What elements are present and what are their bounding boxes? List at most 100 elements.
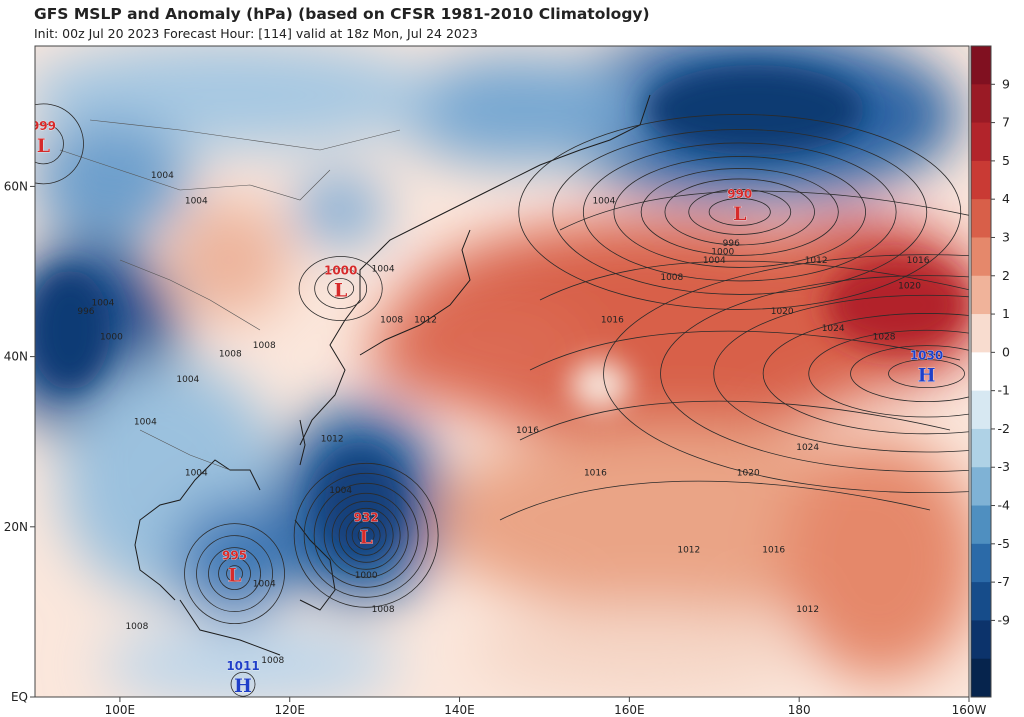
- map-title: GFS MSLP and Anomaly (hPa) (based on CFS…: [34, 5, 650, 23]
- lon-tick-label: 100E: [105, 703, 136, 717]
- isobar: [499, 480, 931, 521]
- lat-tick-label: 40N: [4, 350, 28, 364]
- colorbar-tick-label: -1: [998, 383, 1010, 398]
- isobar-label: 1008: [125, 622, 148, 632]
- isobar: [850, 345, 969, 403]
- low-pressure-center: 995 L: [222, 548, 248, 587]
- low-pressure-center: 999 L: [31, 119, 56, 158]
- pressure-symbol: L: [37, 135, 50, 157]
- lon-tick-label: 120E: [274, 703, 305, 717]
- isobar: [196, 535, 273, 613]
- isobar-label: 1028: [873, 333, 896, 343]
- isobar-label: 1012: [321, 435, 344, 445]
- colorbar-tick-label: -7: [998, 574, 1010, 589]
- isobar-label: 1008: [372, 605, 395, 615]
- isobar-label: 1004: [91, 299, 114, 309]
- isobar: [640, 168, 839, 256]
- isobar-label: 1004: [592, 196, 615, 206]
- isobar: [660, 275, 969, 472]
- colorbar-tick-label: 4: [1002, 191, 1010, 206]
- pressure-value: 1030: [910, 349, 943, 363]
- isobar-label: 996: [77, 307, 94, 317]
- anomaly-cores: [35, 65, 965, 560]
- isobar-label: 1008: [380, 316, 403, 326]
- colorbar-swatch: [971, 620, 991, 660]
- isobar-label: 1008: [219, 350, 242, 360]
- colorbar-tick-label: 3: [1002, 229, 1010, 244]
- isobar-label: 1016: [516, 426, 539, 436]
- colorbar-tick-label: 0: [1002, 344, 1010, 359]
- longitude-axis: 100E 120E 140E 160E 180 160W: [105, 697, 987, 717]
- colorbar-swatch: [971, 199, 991, 238]
- isobar: [539, 260, 969, 301]
- lon-tick-label: 140E: [444, 703, 475, 717]
- pressure-symbol: L: [228, 565, 241, 587]
- isobars: [35, 103, 969, 697]
- isobar-label: 1012: [796, 605, 819, 615]
- colorbar-swatch: [971, 582, 991, 621]
- isobar-label: 1004: [185, 469, 208, 479]
- isobar-label: 1020: [898, 282, 921, 292]
- colorbar-swatch: [971, 352, 991, 392]
- isobar: [519, 400, 951, 441]
- pressure-value: 999: [31, 119, 56, 133]
- isobar-label: 1008: [660, 273, 683, 283]
- colorbar-frame: [970, 45, 992, 698]
- isobar-label: 1012: [414, 316, 437, 326]
- low-pressure-center: 932 L: [353, 510, 379, 549]
- isobar: [357, 526, 375, 544]
- isobar-label: 1004: [134, 418, 157, 428]
- borders: [59, 119, 401, 471]
- colorbar-tick-label: -4: [998, 498, 1011, 513]
- pressure-value: 1011: [226, 659, 259, 673]
- isobar-label: 1008: [253, 341, 276, 351]
- colorbar-swatch: [971, 390, 991, 430]
- pressure-value: 990: [727, 187, 752, 201]
- isobar: [184, 523, 285, 625]
- isobar: [313, 482, 419, 588]
- pressure-centers: 999 L 990 L 1000 L 932 L 995 L 1030 H 1011 H: [31, 119, 944, 697]
- isobar-label: 1012: [805, 256, 828, 266]
- lat-tick-label: EQ: [11, 690, 28, 704]
- map-subtitle: Init: 00z Jul 20 2023 Forecast Hour: [11…: [34, 26, 478, 41]
- colorbar-swatch: [971, 505, 991, 545]
- colorbar-tick-label: -2: [998, 421, 1010, 436]
- colorbar-swatch: [971, 84, 991, 124]
- isobar: [314, 268, 368, 309]
- isobar-label: 1004: [185, 196, 208, 206]
- colorbar-swatch: [971, 46, 991, 85]
- isobar: [713, 294, 969, 453]
- isobar: [298, 256, 383, 321]
- colorbar-swatch: [971, 275, 991, 315]
- isobar-label: 1004: [151, 171, 174, 181]
- pressure-value: 932: [354, 510, 379, 524]
- isobar-label: 1016: [907, 256, 930, 266]
- map-frame: [34, 45, 970, 698]
- isobar: [582, 142, 897, 282]
- isobar: [351, 520, 381, 550]
- isobar-label: 1024: [822, 324, 845, 334]
- pressure-symbol: L: [733, 203, 746, 225]
- isobar: [529, 330, 961, 371]
- isobar-label: 1016: [601, 316, 624, 326]
- isobar: [35, 103, 84, 185]
- isobar-label: 1008: [261, 656, 284, 666]
- lon-tick-label: 160E: [614, 703, 645, 717]
- colorbar-tick-label: 9: [1002, 76, 1010, 91]
- isobar: [708, 198, 771, 226]
- isobar: [518, 114, 962, 310]
- isobar-label: 1004: [329, 486, 352, 496]
- isobar: [338, 507, 394, 563]
- lat-tick-label: 60N: [4, 179, 28, 193]
- isobar: [293, 462, 439, 608]
- isobar-label: 1020: [771, 307, 794, 317]
- isobar: [35, 123, 64, 165]
- isobar-label: 1004: [372, 265, 395, 275]
- pressure-value: 995: [222, 549, 247, 563]
- isobar: [664, 178, 815, 246]
- isobar: [331, 500, 401, 570]
- colorbar-tick-label: 5: [1002, 153, 1010, 168]
- colorbar-tick-label: 1: [1002, 306, 1010, 321]
